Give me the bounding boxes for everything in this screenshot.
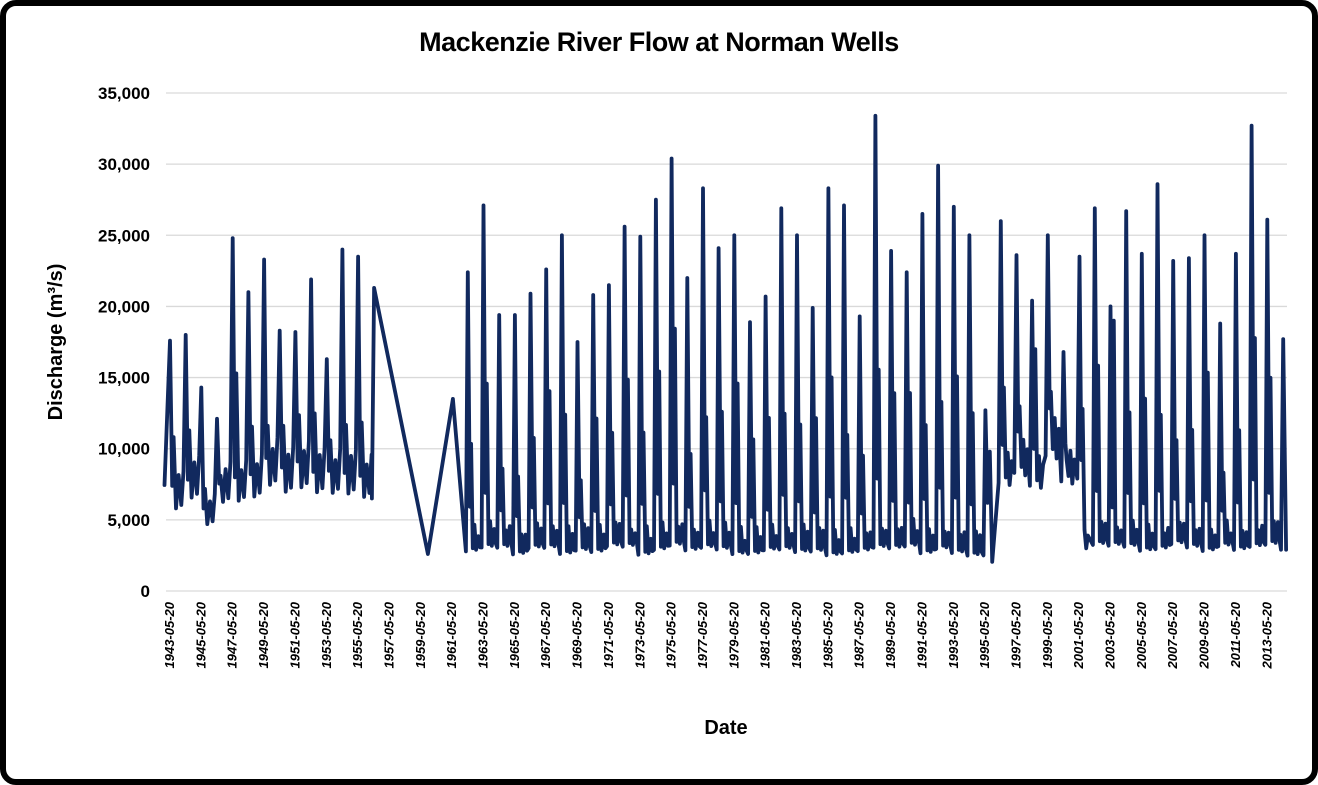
x-tick-label: 1963-05-20: [476, 601, 491, 668]
x-tick-label: 1953-05-20: [319, 601, 334, 668]
x-tick-label: 2003-05-20: [1103, 601, 1118, 669]
x-tick-label: 2013-05-20: [1259, 601, 1274, 669]
x-tick-label: 2001-05-20: [1071, 601, 1086, 669]
discharge-line-series: [162, 113, 1288, 564]
x-tick-labels: 1943-05-20 1945-05-20 1947-05-20 1949-05-20…: [162, 601, 1274, 669]
x-tick-label: 1991-05-20: [914, 601, 929, 668]
x-axis-title: Date: [704, 717, 747, 739]
y-tick-labels: 0 5,000 10,000 15,000 20,000 25,000 30,000 35,0…: [98, 84, 150, 601]
x-tick-label: 1961-05-20: [444, 601, 459, 668]
y-tick-label: 10,000: [98, 440, 150, 459]
x-tick-label: 1943-05-20: [162, 601, 177, 668]
x-tick-label: 1993-05-20: [946, 601, 961, 668]
y-axis-title: Discharge (m³/s): [45, 264, 67, 421]
y-tick-label: 20,000: [98, 297, 150, 316]
x-tick-label: 1945-05-20: [193, 601, 208, 668]
x-tick-label: 1967-05-20: [538, 601, 553, 668]
x-tick-label: 1979-05-20: [726, 601, 741, 668]
x-tick-label: 1973-05-20: [632, 601, 647, 668]
y-tick-label: 0: [141, 582, 150, 601]
x-tick-label: 1987-05-20: [852, 601, 867, 668]
x-tick-label: 2007-05-20: [1165, 601, 1180, 669]
x-tick-label: 1997-05-20: [1008, 601, 1023, 668]
x-tick-label: 1975-05-20: [664, 601, 679, 668]
plot-area: 0 5,000 10,000 15,000 20,000 25,000 30,000 35,0…: [45, 27, 1288, 739]
x-tick-label: 1955-05-20: [350, 601, 365, 668]
x-tick-label: 1949-05-20: [256, 601, 271, 668]
y-gridlines: [166, 92, 1287, 592]
x-tick-label: 1999-05-20: [1040, 601, 1055, 668]
y-tick-label: 35,000: [98, 84, 150, 103]
x-tick-label: 1969-05-20: [570, 601, 585, 668]
y-tick-label: 25,000: [98, 226, 150, 245]
x-tick-label: 2009-05-20: [1197, 601, 1212, 669]
x-tick-label: 2005-05-20: [1134, 601, 1149, 669]
x-tick-label: 1995-05-20: [977, 601, 992, 668]
y-tick-label: 5,000: [107, 511, 150, 530]
x-tick-label: 1965-05-20: [507, 601, 522, 668]
x-tick-label: 1977-05-20: [695, 601, 710, 668]
x-tick-label: 1983-05-20: [789, 601, 804, 668]
x-tick-label: 1981-05-20: [758, 601, 773, 668]
y-tick-label: 15,000: [98, 369, 150, 388]
x-tick-label: 1985-05-20: [820, 601, 835, 668]
x-tick-label: 2011-05-20: [1228, 601, 1243, 668]
x-tick-label: 1951-05-20: [287, 601, 302, 668]
x-tick-label: 1947-05-20: [225, 601, 240, 668]
x-tick-label: 1959-05-20: [413, 601, 428, 668]
y-tick-label: 30,000: [98, 155, 150, 174]
x-tick-label: 1989-05-20: [883, 601, 898, 668]
chart-title: Mackenzie River Flow at Norman Wells: [419, 27, 899, 57]
x-tick-label: 1971-05-20: [601, 601, 616, 668]
x-tick-label: 1957-05-20: [381, 601, 396, 668]
